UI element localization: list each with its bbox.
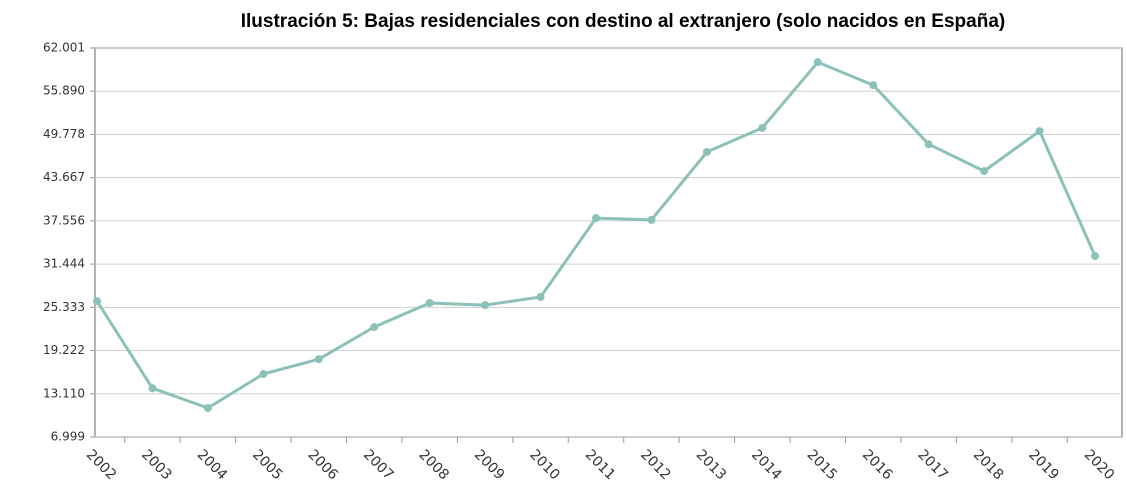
x-tick-label: 2006 (305, 447, 342, 484)
data-point (93, 297, 101, 306)
data-point (370, 323, 379, 332)
x-tick-label: 2013 (693, 447, 730, 484)
y-tick-label: 55.890 (43, 84, 85, 98)
data-point (758, 123, 767, 132)
series-line (95, 60, 1097, 410)
data-point (425, 298, 434, 307)
x-tick-label: 2017 (914, 447, 951, 484)
x-tick-label: 2011 (582, 447, 619, 484)
data-point (481, 301, 490, 310)
x-tick-label: 2002 (83, 447, 120, 484)
x-tick-label: 2020 (1081, 447, 1118, 484)
data-point (702, 147, 711, 156)
data-point (924, 140, 933, 149)
data-point (647, 215, 656, 224)
x-tick-label: 2005 (249, 447, 286, 484)
x-tick-label: 2010 (526, 447, 563, 484)
x-tick-label: 2007 (360, 447, 397, 484)
x-tick-label: 2016 (859, 447, 896, 484)
data-point (869, 81, 878, 90)
y-tick-label: 13.110 (43, 386, 85, 400)
chart-title: Ilustración 5: Bajas residenciales con d… (241, 11, 1005, 32)
data-point (536, 292, 545, 301)
y-tick-label: 49.778 (43, 127, 85, 141)
x-tick-label: 2004 (194, 447, 231, 484)
x-tick-label: 2014 (748, 447, 785, 484)
x-tick-label: 2009 (471, 447, 508, 484)
data-point (592, 214, 600, 223)
data-point (813, 58, 822, 67)
x-tick-label: 2019 (1025, 447, 1062, 484)
x-tick-label: 2008 (415, 447, 452, 484)
y-tick-label: 25.333 (43, 300, 85, 314)
plot-frame (94, 47, 1123, 438)
y-tick-label: 43.667 (43, 170, 85, 184)
y-tick-label: 62.001 (43, 41, 85, 55)
y-tick-label: 6.999 (51, 430, 85, 444)
y-tick-label: 31.444 (43, 257, 85, 271)
x-tick-label: 2012 (637, 447, 674, 484)
x-tick-label: 2003 (138, 447, 175, 484)
data-point (1091, 251, 1099, 260)
y-tick-label: 19.222 (43, 343, 85, 357)
data-point (1035, 127, 1044, 136)
data-point (314, 355, 323, 364)
data-point (980, 167, 989, 176)
data-point (203, 403, 212, 412)
x-tick-label: 2015 (804, 447, 841, 484)
x-tick-label: 2018 (970, 447, 1007, 484)
data-point (259, 370, 268, 379)
data-point (148, 384, 157, 393)
y-tick-label: 37.556 (43, 213, 85, 227)
